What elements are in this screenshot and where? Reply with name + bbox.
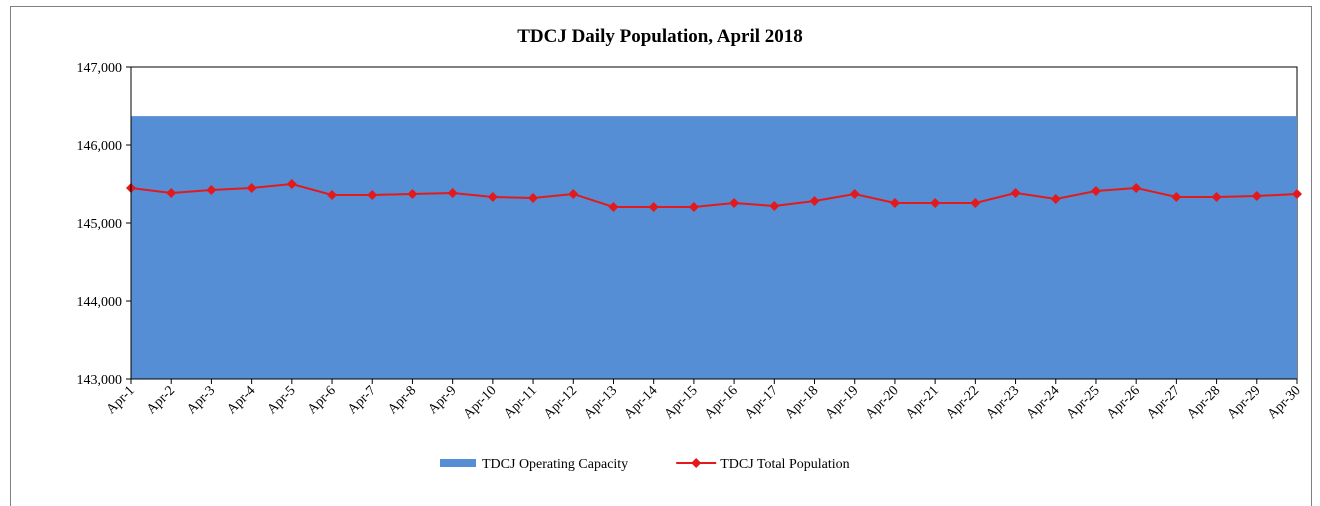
y-tick-label: 147,000 [77, 61, 123, 76]
marker [367, 189, 378, 200]
x-tick-label: Apr-28 [1184, 383, 1223, 422]
legend-label: TDCJ Operating Capacity [482, 457, 628, 472]
x-tick-label: Apr-5 [265, 383, 299, 417]
marker [327, 189, 338, 200]
marker [648, 202, 659, 213]
x-tick-label: Apr-16 [702, 383, 741, 422]
marker [1090, 186, 1101, 197]
marker [1171, 192, 1182, 203]
marker [1292, 188, 1302, 199]
marker [487, 192, 498, 203]
marker [769, 200, 780, 211]
x-tick-label: Apr-26 [1104, 383, 1143, 422]
marker [166, 187, 177, 198]
marker [206, 185, 217, 196]
marker [1010, 187, 1021, 198]
marker [1251, 191, 1262, 202]
marker [729, 198, 740, 209]
x-tick-label: Apr-20 [863, 383, 902, 422]
line [130, 182, 1298, 209]
marker [286, 179, 297, 189]
marker [970, 198, 981, 209]
marker [447, 187, 458, 198]
x-tick-label: Apr-3 [184, 383, 218, 417]
x-tick-label: Apr-27 [1144, 383, 1183, 422]
x-tick-label: Apr-22 [943, 383, 982, 422]
x-tick-label: Apr-30 [1265, 383, 1304, 422]
marker [688, 202, 699, 213]
x-tick-label: Apr-4 [224, 383, 258, 417]
marker [1211, 192, 1222, 203]
area [131, 116, 1297, 379]
x-tick-label: Apr-25 [1064, 383, 1103, 422]
x-tick-label: Apr-29 [1225, 383, 1264, 422]
x-tick-label: Apr-2 [144, 383, 178, 417]
marker [809, 196, 820, 207]
x-tick-label: Apr-24 [1024, 383, 1063, 422]
marker [930, 198, 941, 209]
x-tick-label: Apr-23 [983, 383, 1022, 422]
legend-marker [691, 458, 702, 468]
x-tick-label: Apr-8 [385, 383, 419, 417]
x-tick-label: Apr-10 [461, 383, 500, 422]
y-tick-label: 144,000 [77, 295, 123, 310]
marker [407, 188, 418, 199]
legend-swatch [440, 459, 476, 467]
marker [528, 192, 539, 203]
x-tick-label: Apr-19 [823, 383, 862, 422]
chart-border [10, 6, 1312, 506]
x-tick-label: Apr-12 [541, 383, 580, 422]
x-tick-label: Apr-1 [104, 383, 138, 417]
marker [246, 182, 257, 193]
chart-title: TDCJ Daily Population, April 2018 [517, 26, 803, 47]
x-tick-label: Apr-21 [903, 383, 942, 422]
y-tick-label: 146,000 [77, 139, 123, 154]
y-tick-label: 145,000 [77, 217, 123, 232]
marker [1050, 193, 1061, 204]
x-tick-label: Apr-11 [501, 383, 540, 422]
x-tick-label: Apr-13 [581, 383, 620, 422]
marker [889, 198, 900, 209]
marker [849, 188, 860, 199]
x-tick-label: Apr-14 [622, 383, 661, 422]
marker [568, 188, 579, 199]
x-tick-label: Apr-6 [305, 383, 339, 417]
marker [1131, 182, 1142, 193]
marker [608, 202, 619, 213]
x-tick-label: Apr-17 [742, 383, 781, 422]
y-tick-label: 143,000 [77, 373, 123, 388]
x-tick-label: Apr-18 [782, 383, 821, 422]
x-tick-label: Apr-9 [425, 383, 459, 417]
x-tick-label: Apr-7 [345, 383, 379, 417]
x-tick-label: Apr-15 [662, 383, 701, 422]
legend-label: TDCJ Total Population [720, 457, 849, 472]
